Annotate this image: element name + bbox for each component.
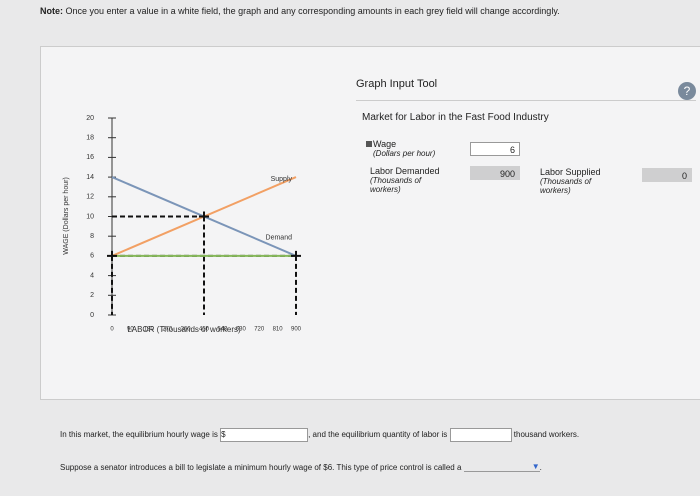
y-tick-label: 12 — [86, 194, 94, 201]
q2-text: Suppose a senator introduces a bill to l… — [60, 463, 462, 472]
wage-input[interactable]: 6 — [470, 142, 520, 156]
y-axis-label: WAGE (Dollars per hour) — [63, 177, 70, 255]
y-tick-label: 0 — [90, 312, 94, 319]
marker-cross — [107, 250, 117, 261]
supplied-label: Labor Supplied — [540, 167, 601, 177]
x-tick-label: 630 — [236, 327, 247, 333]
series-label: Supply — [271, 176, 293, 183]
panel — [40, 46, 700, 400]
dollar-prefix: $ — [221, 430, 226, 439]
q2-after: . — [539, 463, 542, 472]
y-tick-label: 6 — [90, 253, 94, 260]
wage-sublabel: (Dollars per hour) — [373, 149, 436, 158]
y-tick-label: 8 — [90, 233, 94, 240]
quantity-answer-input[interactable] — [449, 428, 512, 442]
y-tick-label: 2 — [90, 292, 94, 299]
x-axis-label: LABOR (Thousands of workers) — [127, 325, 241, 334]
x-tick-label: 720 — [254, 327, 265, 333]
note: Note: Once you enter a value in a white … — [40, 6, 560, 16]
x-tick-label: 900 — [291, 327, 302, 333]
y-tick-label: 18 — [86, 135, 94, 142]
chart: LABOR (Thousands of workers) WAGE (Dolla… — [63, 115, 302, 334]
q1-middle: , and the equilibrium quantity of labor … — [308, 430, 448, 440]
demanded-field: 900 — [470, 166, 520, 180]
series-label: Demand — [266, 235, 293, 242]
x-tick-label: 540 — [217, 327, 228, 333]
q1-text: In this market, the equilibrium hourly w… — [60, 430, 218, 440]
y-tick-label: 14 — [86, 174, 94, 181]
x-tick-label: 270 — [162, 327, 173, 333]
note-label: Note: — [40, 6, 63, 16]
demanded-sublabel: (Thousands of workers) — [370, 176, 422, 194]
x-tick-label: 90 — [127, 327, 134, 333]
x-tick-label: 450 — [199, 327, 210, 333]
x-tick-label: 0 — [110, 327, 114, 333]
price-control-dropdown[interactable]: ▼ — [463, 462, 540, 472]
market-title: Market for Labor in the Fast Food Indust… — [362, 112, 549, 123]
y-tick-label: 4 — [90, 272, 94, 279]
y-tick-label: 10 — [86, 213, 94, 220]
x-tick-label: 810 — [273, 327, 284, 333]
y-tick-label: 20 — [86, 115, 94, 122]
demanded-label: Labor Demanded — [370, 166, 440, 176]
tool-title: Graph Input Tool — [356, 78, 438, 90]
wage-swatch — [366, 141, 372, 147]
x-tick-label: 180 — [144, 327, 155, 333]
y-tick-label: 16 — [86, 154, 94, 161]
marker-cross — [199, 211, 209, 222]
wage-label: Wage — [373, 139, 397, 149]
question-1: In this market, the equilibrium hourly w… — [60, 428, 700, 442]
supplied-field: 0 — [642, 168, 692, 182]
divider — [356, 100, 696, 101]
marker-cross — [291, 250, 301, 261]
supplied-sublabel: (Thousands of workers) — [540, 177, 592, 195]
help-button[interactable]: ? — [678, 82, 696, 100]
q1-after: thousand workers. — [513, 430, 580, 440]
x-tick-label: 360 — [181, 327, 192, 333]
question-2: Suppose a senator introduces a bill to l… — [60, 462, 700, 472]
note-text: Once you enter a value in a white field,… — [65, 6, 560, 16]
wage-answer-input[interactable]: $ — [220, 428, 309, 442]
